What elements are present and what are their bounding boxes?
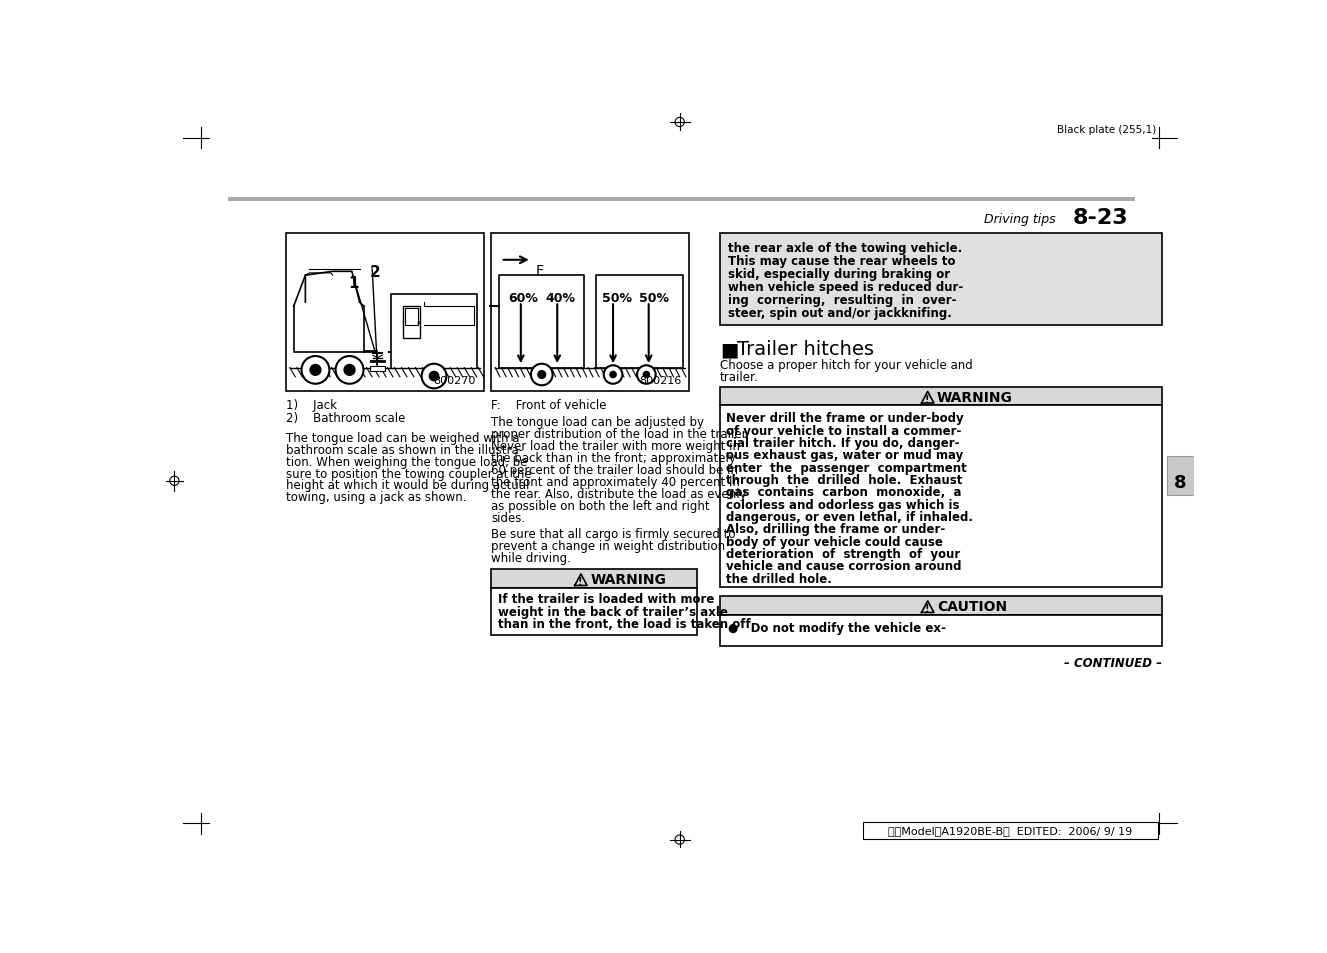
Text: Be sure that all cargo is firmly secured to: Be sure that all cargo is firmly secured… [491,528,736,540]
Text: the rear axle of the towing vehicle.: the rear axle of the towing vehicle. [727,241,962,254]
Text: 50%: 50% [602,292,632,304]
Bar [228,197,1135,202]
Text: as possible on both the left and right: as possible on both the left and right [491,499,710,513]
Text: 1)    Jack: 1) Jack [287,399,337,412]
Text: CAUTION: CAUTION [937,599,1007,614]
Text: !: ! [925,603,929,614]
Text: WARNING: WARNING [937,391,1013,404]
Bar [491,233,689,392]
Text: 8-23: 8-23 [1072,208,1128,228]
Text: of your vehicle to install a commer-: of your vehicle to install a commer- [726,424,962,437]
Text: 1: 1 [348,275,358,291]
Circle shape [531,364,552,386]
Text: the front and approximately 40 percent in: the front and approximately 40 percent i… [491,476,740,489]
Text: WARNING: WARNING [591,573,666,587]
Bar [405,309,418,326]
Text: 60%: 60% [508,292,539,304]
Bar [721,615,1161,647]
Text: Trailer hitches: Trailer hitches [736,339,874,358]
Text: The tongue load can be adjusted by: The tongue load can be adjusted by [491,416,705,429]
Text: the drilled hole.: the drilled hole. [726,572,832,585]
Text: 800216: 800216 [640,375,681,385]
Circle shape [336,356,364,384]
Text: ■: ■ [721,339,738,358]
Text: sides.: sides. [491,511,525,524]
Circle shape [644,372,649,378]
Circle shape [301,356,329,384]
Text: while driving.: while driving. [491,552,571,564]
Text: Driving tips: Driving tips [983,213,1055,226]
Circle shape [311,365,321,375]
Text: the rear. Also, distribute the load as evenly: the rear. Also, distribute the load as e… [491,487,747,500]
Text: enter  the  passenger  compartment: enter the passenger compartment [726,461,967,475]
Circle shape [430,372,439,381]
Text: !: ! [925,395,929,404]
Text: sure to position the towing coupler at the: sure to position the towing coupler at t… [287,467,532,480]
Text: vehicle and cause corrosion around: vehicle and cause corrosion around [726,559,962,573]
Text: dangerous, or even lethal, if inhaled.: dangerous, or even lethal, if inhaled. [726,511,973,523]
Text: F: F [536,264,544,277]
Bar [721,406,1161,587]
Circle shape [422,364,446,389]
Text: tion. When weighing the tongue load, be: tion. When weighing the tongue load, be [287,456,527,468]
Text: colorless and odorless gas which is: colorless and odorless gas which is [726,498,959,511]
Text: 40%: 40% [545,292,576,304]
Bar [403,307,421,339]
Bar [721,597,1161,615]
Bar [491,570,697,588]
Circle shape [610,372,616,378]
Text: steer, spin out and/or jackknifing.: steer, spin out and/or jackknifing. [727,307,951,319]
Text: ing  cornering,  resulting  in  over-: ing cornering, resulting in over- [727,294,957,307]
Circle shape [637,366,656,384]
Text: F:    Front of vehicle: F: Front of vehicle [491,399,606,412]
Bar [1168,456,1194,496]
Text: towing, using a jack as shown.: towing, using a jack as shown. [287,491,467,504]
Text: This may cause the rear wheels to: This may cause the rear wheels to [727,254,955,268]
Text: prevent a change in weight distribution: prevent a change in weight distribution [491,539,726,553]
Text: skid, especially during braking or: skid, especially during braking or [727,268,950,280]
Text: ●   Do not modify the vehicle ex-: ● Do not modify the vehicle ex- [727,621,946,635]
Bar [370,367,385,372]
Text: gas  contains  carbon  monoxide,  a: gas contains carbon monoxide, a [726,486,962,498]
Text: 2: 2 [370,264,381,279]
Text: !: ! [577,577,583,587]
Bar [491,588,697,635]
Text: trailer.: trailer. [721,371,759,383]
Bar [721,388,1161,406]
Text: 50%: 50% [638,292,669,304]
Text: proper distribution of the load in the trailer.: proper distribution of the load in the t… [491,428,750,441]
Bar [864,822,1158,839]
Text: deterioration  of  strength  of  your: deterioration of strength of your [726,547,961,560]
Text: the back than in the front; approximately: the back than in the front; approximatel… [491,452,736,465]
Text: Black plate (255,1): Black plate (255,1) [1058,125,1156,135]
Text: weight in the back of trailer’s axle: weight in the back of trailer’s axle [498,605,727,618]
Bar [721,233,1161,326]
Text: Also, drilling the frame or under-: Also, drilling the frame or under- [726,523,945,536]
Text: when vehicle speed is reduced dur-: when vehicle speed is reduced dur- [727,280,963,294]
Text: Never load the trailer with more weight in: Never load the trailer with more weight … [491,439,740,453]
Circle shape [604,366,622,384]
Text: cial trailer hitch. If you do, danger-: cial trailer hitch. If you do, danger- [726,436,959,450]
Text: If the trailer is loaded with more: If the trailer is loaded with more [498,593,714,606]
Text: 800270: 800270 [434,375,476,385]
Circle shape [537,372,545,379]
Text: Never drill the frame or under-body: Never drill the frame or under-body [726,412,963,425]
Text: The tongue load can be weighed with a: The tongue load can be weighed with a [287,432,519,444]
Text: 北米ModelＢA1920BE-BＢ  EDITED:  2006/ 9/ 19: 北米ModelＢA1920BE-BＢ EDITED: 2006/ 9/ 19 [889,825,1133,835]
Text: – CONTINUED –: – CONTINUED – [1064,656,1161,669]
Text: body of your vehicle could cause: body of your vehicle could cause [726,535,943,548]
Text: 2)    Bathroom scale: 2) Bathroom scale [287,412,405,425]
Text: through  the  drilled  hole.  Exhaust: through the drilled hole. Exhaust [726,474,962,487]
Circle shape [344,365,356,375]
Text: Choose a proper hitch for your vehicle and: Choose a proper hitch for your vehicle a… [721,358,973,371]
Text: height at which it would be during actual: height at which it would be during actua… [287,479,529,492]
Bar [287,233,483,392]
Text: 60 percent of the trailer load should be in: 60 percent of the trailer load should be… [491,463,738,476]
Text: a: a [417,320,421,325]
Text: than in the front, the load is taken off: than in the front, the load is taken off [498,618,750,630]
Text: 8: 8 [1174,473,1186,491]
Text: bathroom scale as shown in the illustra-: bathroom scale as shown in the illustra- [287,443,523,456]
Text: ous exhaust gas, water or mud may: ous exhaust gas, water or mud may [726,449,963,462]
